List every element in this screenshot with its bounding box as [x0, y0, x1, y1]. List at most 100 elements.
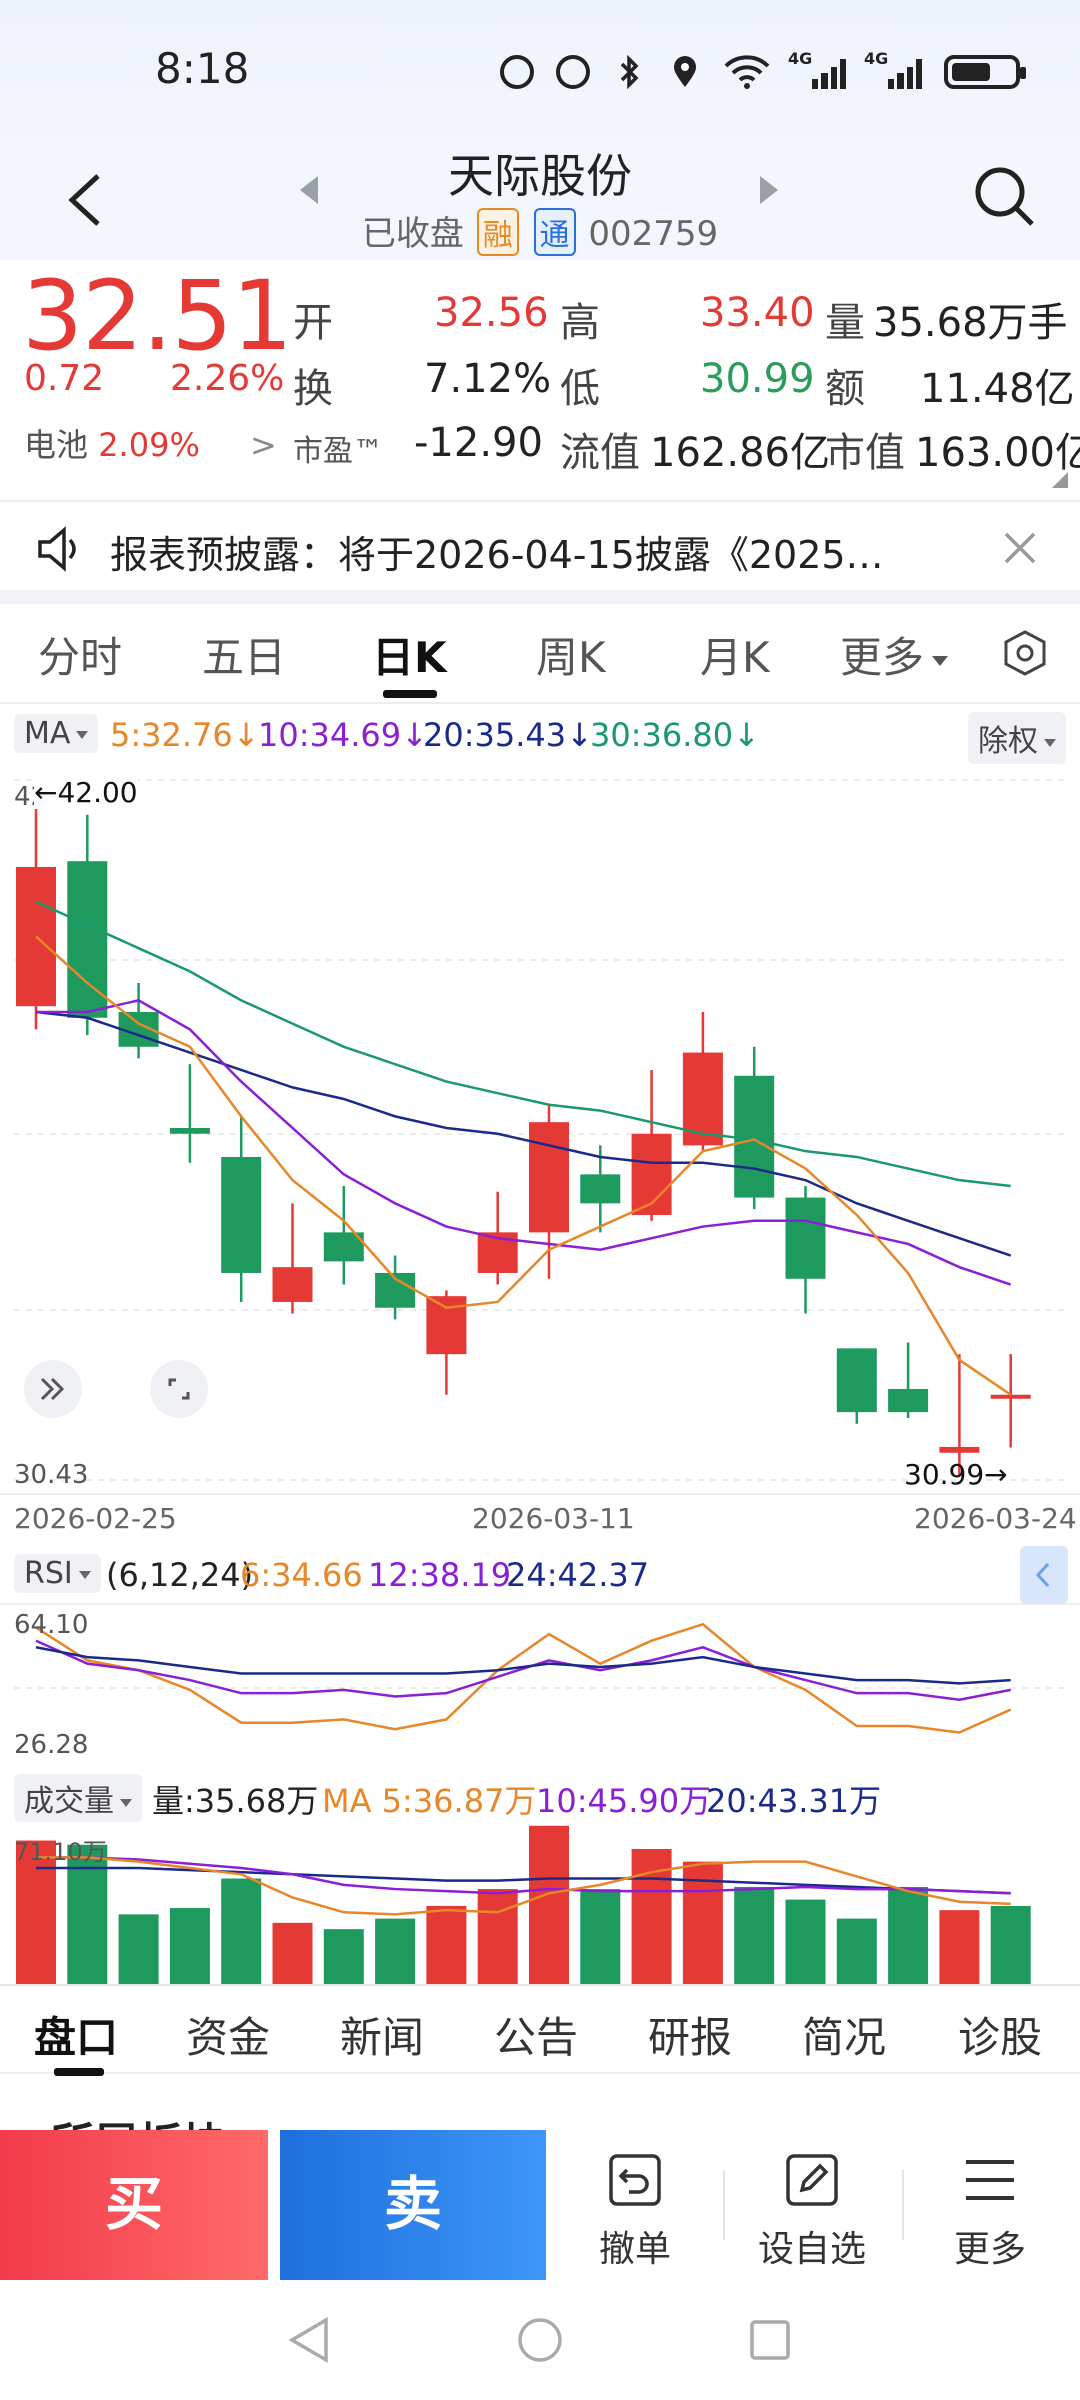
more-button[interactable]: 更多 — [920, 2150, 1060, 2272]
volume-ma5-line — [36, 1856, 1011, 1916]
margin-tag: 融 — [476, 208, 519, 256]
tab-daily-k[interactable]: 日K — [372, 633, 447, 682]
buy-button[interactable]: 买 — [0, 2130, 268, 2280]
system-nav-bar — [0, 2280, 1080, 2400]
open-value: 32.56 — [434, 290, 549, 336]
ma-dropdown[interactable]: MA — [14, 714, 99, 753]
period-tabs: 分时 五日 日K 周K 月K 更多 — [0, 604, 1080, 704]
rsi-top-label: 64.10 — [14, 1610, 89, 1640]
back-arrow-icon[interactable] — [60, 170, 110, 230]
volume-indicator-row: 成交量 量:35.68万 MA 5:36.87万 10:45.90万 20:43… — [0, 1764, 1080, 1824]
volume-bar — [529, 1825, 569, 1984]
candle-body — [67, 861, 108, 1018]
volume-bar — [888, 1886, 929, 1984]
double-chevron-right-icon — [40, 1377, 65, 1401]
sector-pct: 2.09% — [98, 426, 200, 464]
add-watchlist-label: 设自选 — [757, 2229, 866, 2270]
volume-bar — [169, 1908, 210, 1984]
sell-button[interactable]: 卖 — [280, 2130, 546, 2280]
tab-five-day[interactable]: 五日 — [202, 633, 287, 682]
stock-name: 天际股份 — [448, 149, 632, 203]
status-time: 8:18 — [155, 44, 250, 93]
market-status: 已收盘 — [361, 214, 464, 254]
candle-body — [836, 1348, 877, 1413]
amount-label: 额 — [825, 366, 865, 412]
volume-top-label: 71.10万 — [14, 1838, 107, 1866]
float-value: 162.86亿 — [650, 430, 830, 476]
tab-funds[interactable]: 资金 — [186, 2013, 271, 2062]
volume-bar — [580, 1889, 621, 1984]
open-label: 开 — [293, 300, 333, 346]
volume-ma5: MA 5:36.87万 — [322, 1782, 537, 1820]
volume-dropdown[interactable]: 成交量 — [14, 1774, 142, 1822]
bluetooth-icon — [612, 54, 646, 90]
last-price: 32.51 — [22, 260, 293, 372]
more-label: 更多 — [953, 2229, 1026, 2270]
expand-indicators-button[interactable] — [24, 1360, 82, 1418]
rsi12-value: 12:38.19 — [368, 1556, 512, 1594]
candle-body — [785, 1197, 826, 1279]
tab-intraday[interactable]: 分时 — [38, 633, 123, 682]
ma-indicator-row: MA 5:32.76↓ 10:34.69↓ 20:35.43↓ 30:36.80… — [0, 704, 1080, 764]
rsi-bottom-label: 26.28 — [14, 1730, 89, 1760]
tab-order-book[interactable]: 盘口 — [34, 2013, 119, 2062]
y-bottom-label: 30.43 — [14, 1460, 89, 1490]
close-icon[interactable] — [1000, 528, 1040, 568]
date-label-mid: 2026-03-11 — [472, 1502, 635, 1535]
candle-body — [169, 1127, 210, 1134]
volume-bar — [221, 1878, 262, 1984]
edit-icon — [786, 2154, 838, 2206]
ma10-line — [36, 999, 1012, 1286]
nav-recents-icon[interactable] — [748, 2318, 792, 2362]
volume-ma10: 10:45.90万 — [536, 1782, 712, 1820]
info-tabs: 盘口 资金 新闻 公告 研报 简况 诊股 — [0, 1984, 1080, 2076]
prev-stock-arrow-icon[interactable] — [300, 176, 318, 204]
volume-bar — [939, 1910, 980, 1984]
menu-icon — [966, 2160, 1014, 2200]
divider — [0, 590, 1080, 604]
tab-announcements[interactable]: 公告 — [494, 2013, 579, 2062]
ma30-value: 30:36.80↓ — [590, 716, 760, 754]
status-bar: 8:18 4G 4G — [0, 0, 1080, 140]
sector-link[interactable]: 电池 2.09% > — [24, 420, 277, 466]
tab-more[interactable]: 更多 — [840, 624, 949, 685]
tab-research[interactable]: 研报 — [648, 2013, 733, 2062]
candle-body — [529, 1122, 569, 1233]
low-label: 低 — [560, 366, 600, 412]
expand-corner-icon[interactable] — [1052, 472, 1068, 488]
ma5-line — [35, 935, 1012, 1396]
ma20-value: 20:35.43↓ — [423, 716, 593, 754]
cancel-order-button[interactable]: 撤单 — [565, 2150, 705, 2272]
rsi-dropdown[interactable]: RSI — [14, 1554, 101, 1593]
connect-tag: 通 — [533, 208, 576, 256]
tab-weekly-k[interactable]: 周K — [536, 633, 606, 682]
tab-monthly-k[interactable]: 月K — [700, 633, 770, 682]
candle-body — [939, 1446, 980, 1453]
add-watchlist-button[interactable]: 设自选 — [742, 2150, 882, 2272]
nav-home-icon[interactable] — [516, 2316, 564, 2364]
search-icon[interactable] — [970, 162, 1040, 232]
next-stock-arrow-icon[interactable] — [760, 176, 778, 204]
market-cap-value: 163.00亿 — [915, 430, 1080, 476]
candle-body — [272, 1267, 313, 1302]
chart-area: MA 5:32.76↓ 10:34.69↓ 20:35.43↓ 30:36.80… — [0, 704, 1080, 1984]
settings-hex-icon[interactable] — [1000, 628, 1050, 678]
fullscreen-button[interactable] — [150, 1360, 208, 1418]
float-value-label: 流值 — [560, 430, 640, 476]
turnover-label: 换 — [293, 366, 333, 412]
adjust-dropdown[interactable]: 除权 — [968, 712, 1066, 764]
side-panel-toggle[interactable] — [1020, 1546, 1068, 1604]
notice-bar[interactable]: 报表预披露：将于2026-04-15披露《2025… — [0, 500, 1080, 590]
data-saver-icon — [500, 55, 534, 89]
tab-diagnosis[interactable]: 诊股 — [958, 2013, 1043, 2062]
price-change: 0.72 — [24, 358, 105, 399]
candlestick-chart[interactable] — [0, 704, 1080, 1984]
price-change-pct: 2.26% — [170, 358, 285, 399]
candle-body — [221, 1156, 262, 1273]
tab-news[interactable]: 新闻 — [340, 2013, 425, 2062]
nav-back-icon[interactable] — [286, 2316, 332, 2364]
tab-profile[interactable]: 简况 — [802, 2013, 887, 2062]
volume-value: 35.68万手 — [873, 300, 1068, 346]
rsi6-value: 6:34.66 — [240, 1556, 363, 1594]
volume-label: 量 — [825, 300, 865, 346]
